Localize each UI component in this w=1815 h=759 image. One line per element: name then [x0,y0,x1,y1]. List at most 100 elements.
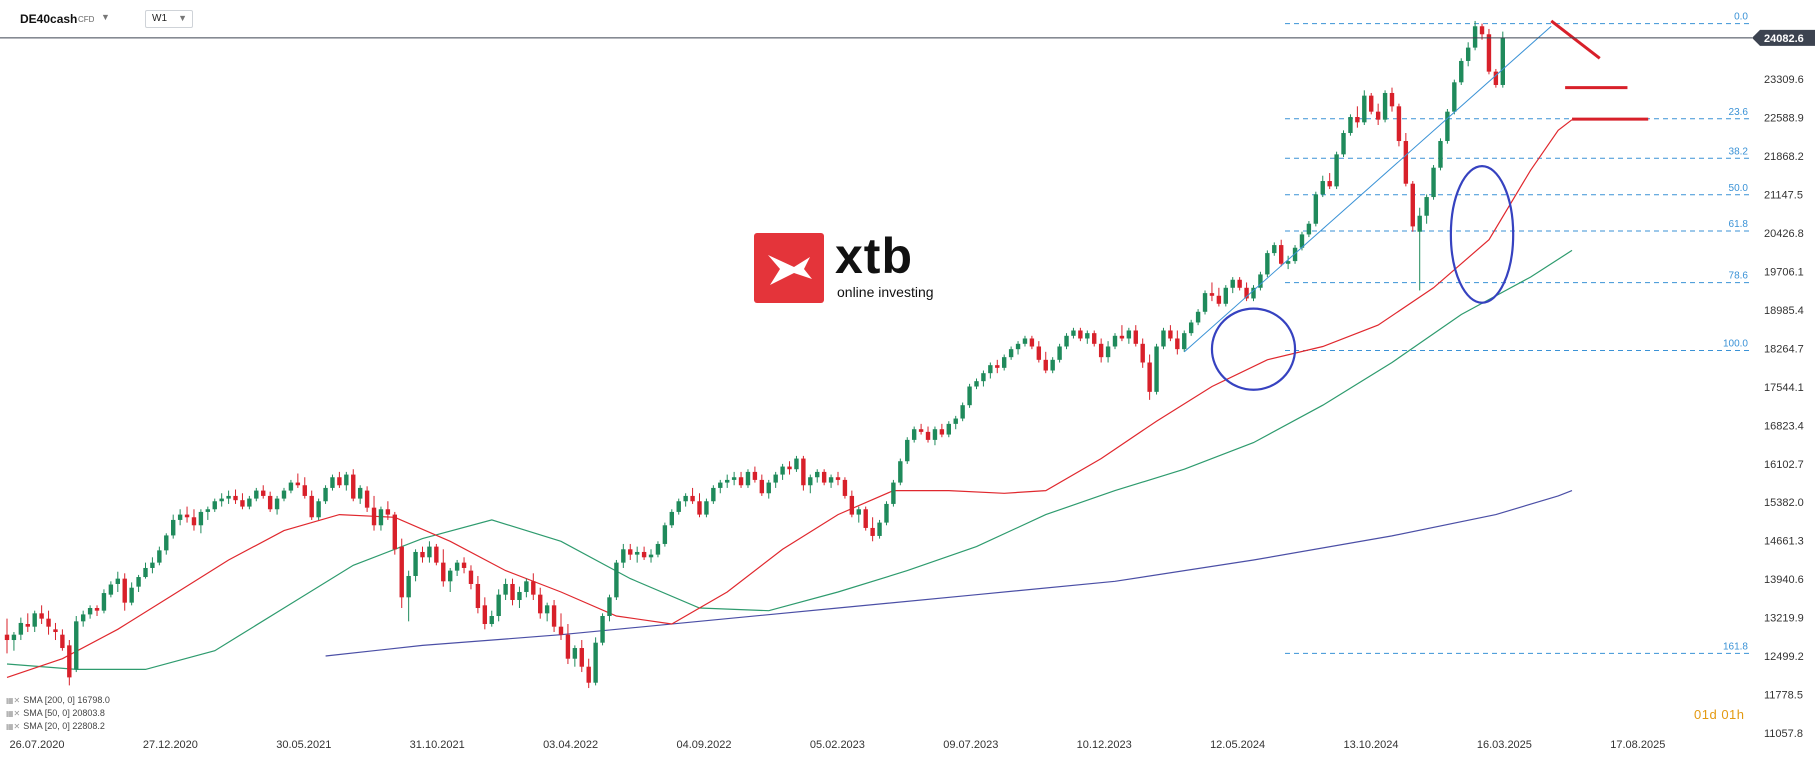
countdown-days-unit: d [1709,707,1718,722]
candle-down [1237,277,1242,291]
sma-20-line [6,119,1573,678]
logo-tagline: online investing [837,284,934,300]
legend-value: 16798.0 [77,695,110,705]
candle-up [1057,343,1062,363]
legend-item[interactable]: ▦✕ SMA [50, 0] 20803.8 [6,707,110,720]
candle-up [316,498,321,520]
candle-up [953,415,958,430]
candle-down [1244,282,1249,302]
candle-up [1313,191,1319,227]
candle-down [39,605,44,625]
candle-up [115,571,120,592]
candle-body [863,509,868,528]
candle-body [191,517,197,526]
candle-up [448,567,453,592]
candle-up [143,562,148,579]
candle-up [357,485,363,504]
candle-down [538,587,543,619]
candle-body [524,581,529,592]
candle-body [683,495,688,502]
fib-level-label: 61.8 [1729,219,1749,230]
candle-up [198,509,204,534]
candle-body [849,495,855,515]
candle-body [1092,333,1097,344]
top-toolbar: DE40cash CFD ▼ W1 ▼ [0,0,1815,36]
candle-body [1362,95,1367,123]
candle-up [157,546,162,566]
x-tick-label: 26.07.2020 [9,739,64,751]
candle-down [1168,325,1173,342]
legend-item[interactable]: ▦✕ SMA [200, 0] 16798.0 [6,694,110,707]
candle-down [233,489,238,504]
candle-down [1140,338,1145,368]
y-tick-label: 11057.8 [1764,728,1803,740]
candle-down [1133,325,1138,347]
candle-body [357,487,363,499]
timeframe-select[interactable]: W1 ▼ [145,10,193,28]
candle-up [454,559,460,576]
candle-down [863,506,868,531]
candle-body [448,570,453,582]
candle-down [628,543,633,560]
candle-body [434,546,439,563]
candle-up [1362,90,1367,126]
candle-up [524,578,529,598]
settings-icon[interactable]: ▦✕ [6,722,21,731]
candle-up [503,578,508,600]
x-tick-label: 13.10.2024 [1343,739,1398,751]
settings-icon[interactable]: ▦✕ [6,696,21,705]
candle-down [925,426,931,443]
candle-body [39,613,44,619]
candle-down [337,471,342,488]
chevron-down-icon[interactable]: ▼ [101,12,110,22]
countdown-days: 01 [1694,707,1710,722]
legend-item[interactable]: ▦✕ SMA [20, 0] 22808.2 [6,720,110,733]
candle-body [489,616,494,625]
candle-body [1431,167,1436,198]
candle-body [1465,47,1471,61]
candle-body [1306,223,1312,235]
candle-down [1279,239,1284,267]
candle-body [267,495,273,510]
chevron-down-icon[interactable]: ▼ [178,13,187,23]
candle-body [1008,349,1014,358]
candle-body [967,386,972,406]
candle-body [1348,116,1353,134]
candle-body [1182,333,1187,350]
candle-body [808,477,813,486]
candle-down [364,486,370,512]
candle-down [551,599,557,633]
candle-up [683,493,688,507]
candle-body [911,429,917,440]
candle-body [1355,116,1360,123]
candle-down [267,491,273,512]
candle-up [274,495,280,515]
candle-down [1175,330,1180,355]
candle-down [60,629,65,651]
candle-up [323,485,328,504]
x-tick-label: 16.03.2025 [1477,739,1532,751]
candle-down [4,618,10,654]
candle-body [600,616,605,643]
candle-up [101,589,107,614]
candle-body [1299,234,1305,248]
candle-body [1154,346,1159,392]
candle-up [413,549,418,582]
candle-body [1369,95,1374,112]
candle-body [1105,346,1111,358]
settings-icon[interactable]: ▦✕ [6,709,21,718]
candle-up [891,479,896,507]
candle-body [80,614,86,622]
candle-down [385,501,391,520]
legend-label: SMA [23,721,43,731]
candle-up [1002,354,1007,371]
candle-down [1493,68,1499,88]
candle-up [32,610,37,633]
candle-body [295,482,301,486]
candle-up [406,570,411,622]
candle-body [392,514,397,550]
symbol-name[interactable]: DE40cash [20,12,78,26]
candle-body [503,583,508,595]
candle-body [946,423,951,435]
